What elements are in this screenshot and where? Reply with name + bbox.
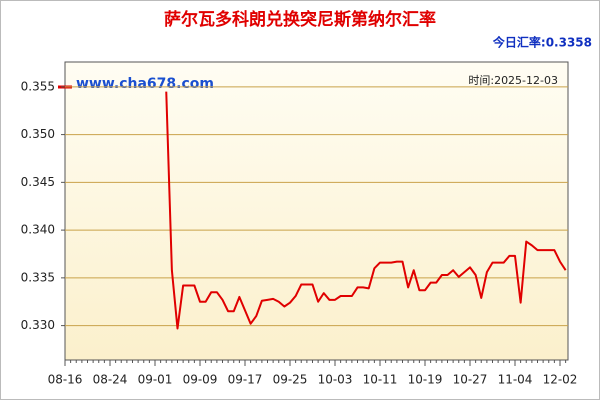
y-tick-label: 0.330 [21,318,55,332]
x-tick-label: 10-11 [363,373,398,387]
x-tick-label: 09-01 [138,373,173,387]
x-tick-label: 12-02 [543,373,578,387]
y-tick-label: 0.335 [21,270,55,284]
watermark: www.cha678.com [76,76,214,92]
line [165,91,567,330]
y-tick-label: 0.345 [21,175,55,189]
x-tick-label: 11-04 [498,373,533,387]
time-note: 时间:2025-12-03 [468,74,558,87]
x-tick-label: 10-03 [318,373,353,387]
x-tick-label: 10-27 [453,373,488,387]
today-rate: 今日汇率:0.3358 [492,35,592,50]
y-tick-label: 0.340 [21,223,55,237]
x-tick-label: 10-19 [408,373,443,387]
plot-area [64,61,569,361]
y-tick-label: 0.350 [21,127,55,141]
chart-title: 萨尔瓦多科朗兑换突尼斯第纳尔汇率 [164,9,436,30]
x-tick-label: 09-17 [228,373,263,387]
x-tick-label: 09-09 [183,373,218,387]
y-tick-label: 0.355 [21,79,55,93]
x-tick-label: 08-16 [48,373,83,387]
x-tick-label: 09-25 [273,373,308,387]
x-tick-label: 08-24 [93,373,128,387]
